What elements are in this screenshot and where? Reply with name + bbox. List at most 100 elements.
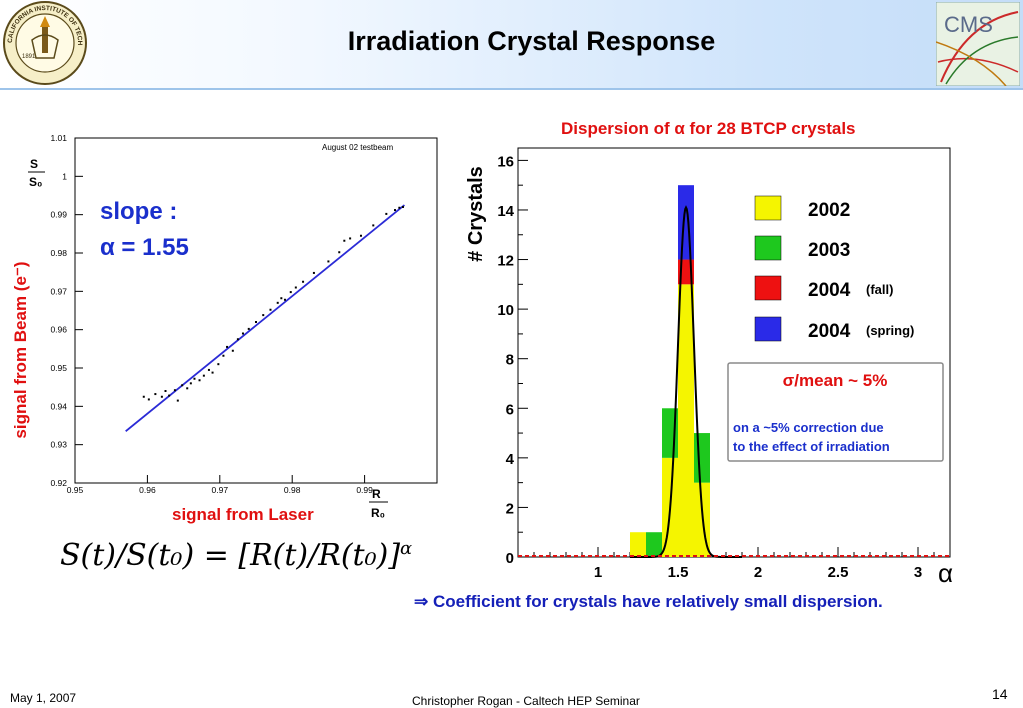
histogram-bar	[694, 433, 710, 483]
y-tick-label: 0.94	[50, 401, 67, 411]
data-point	[168, 394, 171, 397]
formula-main: S(t)/S(t₀) = [R(t)/R(t₀)]	[60, 538, 401, 573]
conclusion-text: ⇒ Coefficient for crystals have relative…	[414, 592, 883, 611]
data-point	[142, 395, 145, 398]
data-point	[193, 377, 196, 380]
data-point	[401, 206, 404, 208]
histogram-bar	[646, 532, 662, 557]
y-tick-label: 0.98	[50, 248, 67, 258]
footer-date: May 1, 2007	[10, 691, 77, 705]
data-point	[294, 286, 297, 289]
data-point	[398, 206, 401, 209]
legend-note: (spring)	[866, 323, 914, 338]
beam-vs-laser-plot: 0.95 0.96 0.97 0.98 0.99 0.92 0.93 0.94 0.95 0.96…	[11, 133, 438, 524]
y-tick-label: 2	[506, 500, 514, 517]
formula-exponent: α	[400, 538, 413, 559]
y-tick-label: 4	[506, 451, 515, 468]
beam-signal-label: signal from Beam (e⁻)	[11, 261, 30, 438]
x-tick-label: 0.96	[139, 485, 156, 495]
fit-line	[125, 204, 405, 432]
legend-swatch	[754, 275, 782, 301]
y-tick-label: 12	[497, 253, 514, 270]
data-point	[222, 354, 225, 357]
info-box-headline: σ/mean ~ 5%	[783, 371, 888, 390]
x-tick-label: 0.99	[356, 485, 373, 495]
x-tick-label: 0.95	[67, 485, 84, 495]
histogram-title: Dispersion of α for 28 BTCP crystals	[561, 119, 856, 138]
legend-swatch	[754, 235, 782, 261]
data-point	[207, 368, 210, 371]
legend-swatch	[754, 195, 782, 221]
y-tick-label: 1.01	[50, 133, 67, 143]
data-point	[289, 291, 292, 294]
slide-header: CALIFORNIA INSTITUTE OF TECHNOLOGY 1891 …	[0, 0, 1023, 90]
page-title: Irradiation Crystal Response	[347, 26, 716, 56]
cms-logo-text: CMS	[944, 12, 993, 37]
data-point	[283, 298, 286, 301]
y-tick-label: 1	[62, 171, 67, 181]
caltech-seal-icon: CALIFORNIA INSTITUTE OF TECHNOLOGY 1891	[2, 0, 87, 85]
data-point	[312, 271, 315, 274]
y-tick-label: 10	[497, 302, 514, 319]
plot-frame	[74, 137, 438, 484]
legend-note: (fall)	[866, 282, 893, 297]
data-point	[343, 239, 346, 242]
data-point	[327, 260, 330, 263]
x-tick-label: 1	[594, 564, 602, 581]
y-axis-label-top: S	[30, 157, 38, 171]
cms-logo-icon: CMS	[936, 2, 1020, 86]
x-tick-label: 1.5	[668, 564, 689, 581]
data-point	[236, 338, 239, 341]
data-point	[280, 297, 283, 300]
x-tick-label: 2.5	[828, 564, 849, 581]
x-tick-label: 2	[754, 564, 762, 581]
data-point	[202, 374, 205, 377]
data-point	[160, 395, 163, 398]
y-tick-label: 6	[506, 401, 514, 418]
legend-swatch	[754, 316, 782, 342]
y-tick-label: 16	[497, 153, 514, 170]
data-point	[198, 379, 201, 382]
x-axis-label-top: R	[372, 487, 381, 501]
alpha-value-label: α = 1.55	[100, 234, 189, 261]
data-point	[302, 280, 305, 283]
caltech-seal-year: 1891	[22, 54, 36, 60]
info-box-line1: on a ~5% correction due	[733, 420, 884, 435]
y-tick-label: 0.96	[50, 325, 67, 335]
data-point	[349, 237, 352, 240]
legend-label: 2004	[808, 321, 851, 342]
y-tick-label: 14	[497, 203, 514, 220]
x-axis-label: α	[938, 558, 953, 588]
y-tick-label: 0.93	[50, 440, 67, 450]
info-box	[727, 362, 944, 462]
plot-tag: August 02 testbeam	[322, 143, 393, 152]
y-axis-label: # Crystals	[465, 166, 487, 262]
x-axis-label-bottom: R₀	[371, 506, 385, 520]
data-point	[186, 387, 189, 390]
info-box-line2: to the effect of irradiation	[733, 439, 890, 454]
y-tick-label: 8	[506, 352, 514, 369]
page-number: 14	[992, 686, 1008, 702]
power-law-formula: S(t)/S(t₀) = [R(t)/R(t₀)]α	[60, 538, 412, 573]
histogram-bar	[678, 185, 694, 260]
legend-label: 2002	[808, 200, 850, 221]
x-tick-label: 0.98	[284, 485, 301, 495]
data-point	[181, 384, 184, 387]
data-point	[173, 389, 176, 392]
y-tick-label: 0	[506, 550, 514, 567]
data-point	[226, 345, 229, 348]
y-tick-label: 0.99	[50, 210, 67, 220]
data-point	[394, 209, 397, 212]
alpha-dispersion-histogram: Dispersion of α for 28 BTCP crystals 0 2 4 6…	[465, 119, 953, 588]
y-tick-label: 0.95	[50, 363, 67, 373]
data-point	[176, 399, 179, 402]
slope-label: slope :	[100, 198, 177, 225]
data-point	[385, 212, 388, 215]
laser-signal-label: signal from Laser	[172, 505, 314, 524]
data-point	[359, 234, 362, 237]
data-point	[154, 393, 157, 396]
legend-label: 2004	[808, 280, 851, 301]
data-point	[241, 332, 244, 335]
data-point	[255, 321, 257, 323]
footer-author: Christopher Rogan - Caltech HEP Seminar	[412, 694, 640, 708]
